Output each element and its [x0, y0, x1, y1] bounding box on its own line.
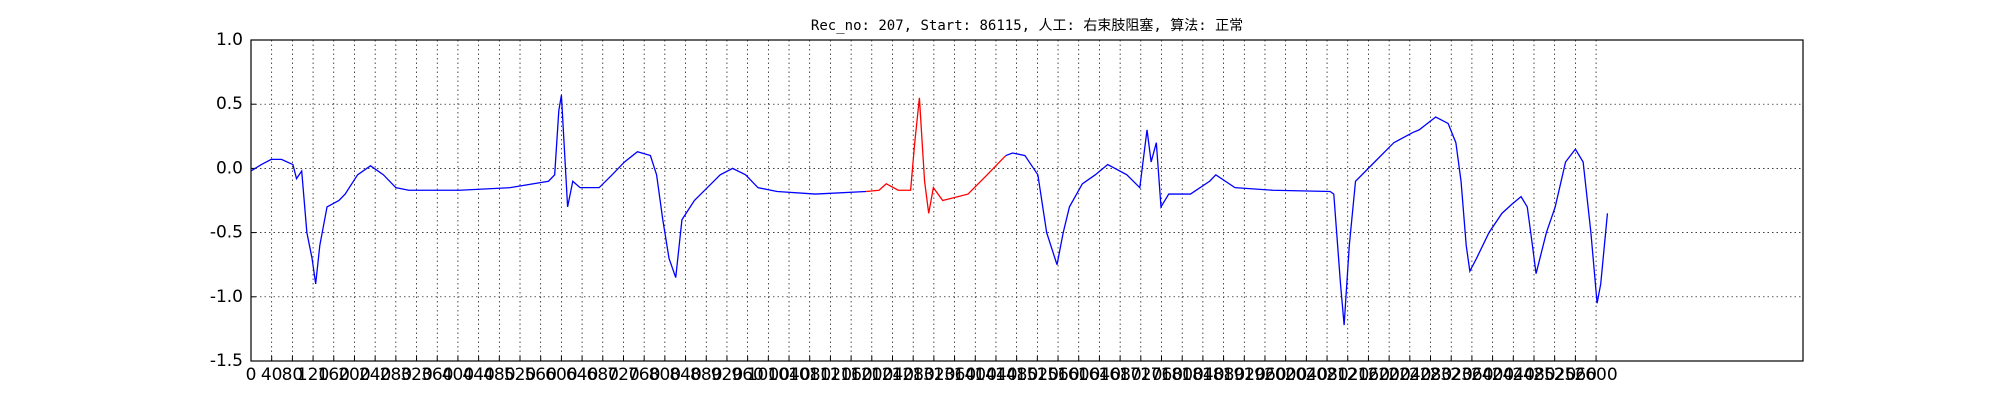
x-tick-label: 880 — [690, 365, 722, 385]
x-tick-label: 2080 — [1305, 365, 1348, 385]
y-tick-label: -1.0 — [210, 287, 243, 307]
x-tick-label: 1920 — [1223, 365, 1266, 385]
x-tick-label: 40 — [261, 365, 283, 385]
y-tick-label: -1.5 — [210, 351, 243, 371]
x-tick-label: 1160 — [829, 365, 872, 385]
x-tick-label: 2120 — [1326, 365, 1369, 385]
x-tick-label: 2160 — [1347, 365, 1390, 385]
x-tick-label: 120 — [297, 365, 329, 385]
x-tick-label: 760 — [628, 365, 660, 385]
y-tick-label: 0.5 — [216, 94, 243, 114]
x-tick-label: 1400 — [954, 365, 997, 385]
x-tick-label: 560 — [524, 365, 556, 385]
x-tick-label: 2360 — [1450, 365, 1493, 385]
x-tick-label: 1640 — [1078, 365, 1121, 385]
x-tick-label: 1960 — [1243, 365, 1286, 385]
x-tick-label: 1320 — [912, 365, 955, 385]
x-tick-label: 2440 — [1492, 365, 1535, 385]
x-tick-label: 1360 — [933, 365, 976, 385]
x-tick-label: 1440 — [974, 365, 1017, 385]
x-tick-label: 1600 — [1057, 365, 1100, 385]
x-tick-label: 1760 — [1140, 365, 1183, 385]
x-tick-label: 240 — [359, 365, 391, 385]
x-tick-label: 480 — [483, 365, 515, 385]
x-tick-label: 320 — [400, 365, 432, 385]
x-tick-label: 1800 — [1161, 365, 1204, 385]
x-tick-label: 2480 — [1512, 365, 1555, 385]
x-tick-label: 2280 — [1409, 365, 1452, 385]
x-tick-label: 400 — [442, 365, 474, 385]
y-tick-label: 1.0 — [216, 30, 243, 50]
x-tick-label: 1720 — [1119, 365, 1162, 385]
x-tick-label: 1280 — [892, 365, 935, 385]
x-tick-label: 440 — [462, 365, 494, 385]
x-tick-label: 1240 — [871, 365, 914, 385]
x-tick-label: 1080 — [788, 365, 831, 385]
y-tick-label: -0.5 — [210, 223, 243, 243]
x-tick-label: 960 — [731, 365, 763, 385]
x-tick-label: 640 — [566, 365, 598, 385]
x-tick-label: 2000 — [1264, 365, 1307, 385]
x-tick-label: 2320 — [1430, 365, 1473, 385]
x-tick-label: 2520 — [1533, 365, 1576, 385]
x-tick-label: 2600 — [1574, 365, 1617, 385]
x-tick-label: 720 — [607, 365, 639, 385]
x-tick-label: 1880 — [1202, 365, 1245, 385]
x-tick-label: 1040 — [767, 365, 810, 385]
x-tick-label: 600 — [545, 365, 577, 385]
ecg-line — [250, 95, 1609, 326]
x-tick-label: 360 — [421, 365, 453, 385]
x-tick-label: 800 — [649, 365, 681, 385]
x-tick-label: 520 — [504, 365, 536, 385]
x-tick-label: 2560 — [1554, 365, 1597, 385]
x-tick-label: 2200 — [1368, 365, 1411, 385]
x-tick-label: 1120 — [809, 365, 852, 385]
x-tick-label: 200 — [338, 365, 370, 385]
x-tick-label: 1840 — [1181, 365, 1224, 385]
x-tick-label: 680 — [587, 365, 619, 385]
x-tick-label: 1520 — [1016, 365, 1059, 385]
chart-title: Rec_no: 207, Start: 86115, 人工: 右束肢阻塞, 算法… — [811, 17, 1243, 34]
plot-frame — [250, 39, 1804, 362]
x-tick-label: 1680 — [1098, 365, 1141, 385]
ecg-line — [866, 97, 1007, 214]
x-tick-label: 1480 — [995, 365, 1038, 385]
x-tick-label: 280 — [380, 365, 412, 385]
x-tick-label: 80 — [282, 365, 304, 385]
x-tick-label: 2400 — [1471, 365, 1514, 385]
x-tick-label: 920 — [711, 365, 743, 385]
x-tick-label: 0 — [246, 365, 257, 385]
x-tick-label: 1200 — [850, 365, 893, 385]
x-tick-label: 1560 — [1036, 365, 1079, 385]
x-tick-label: 160 — [318, 365, 350, 385]
y-tick-label: 0.0 — [216, 158, 243, 178]
x-tick-label: 1000 — [747, 365, 790, 385]
x-tick-label: 2040 — [1285, 365, 1328, 385]
x-tick-label: 2240 — [1388, 365, 1431, 385]
x-tick-label: 840 — [669, 365, 701, 385]
